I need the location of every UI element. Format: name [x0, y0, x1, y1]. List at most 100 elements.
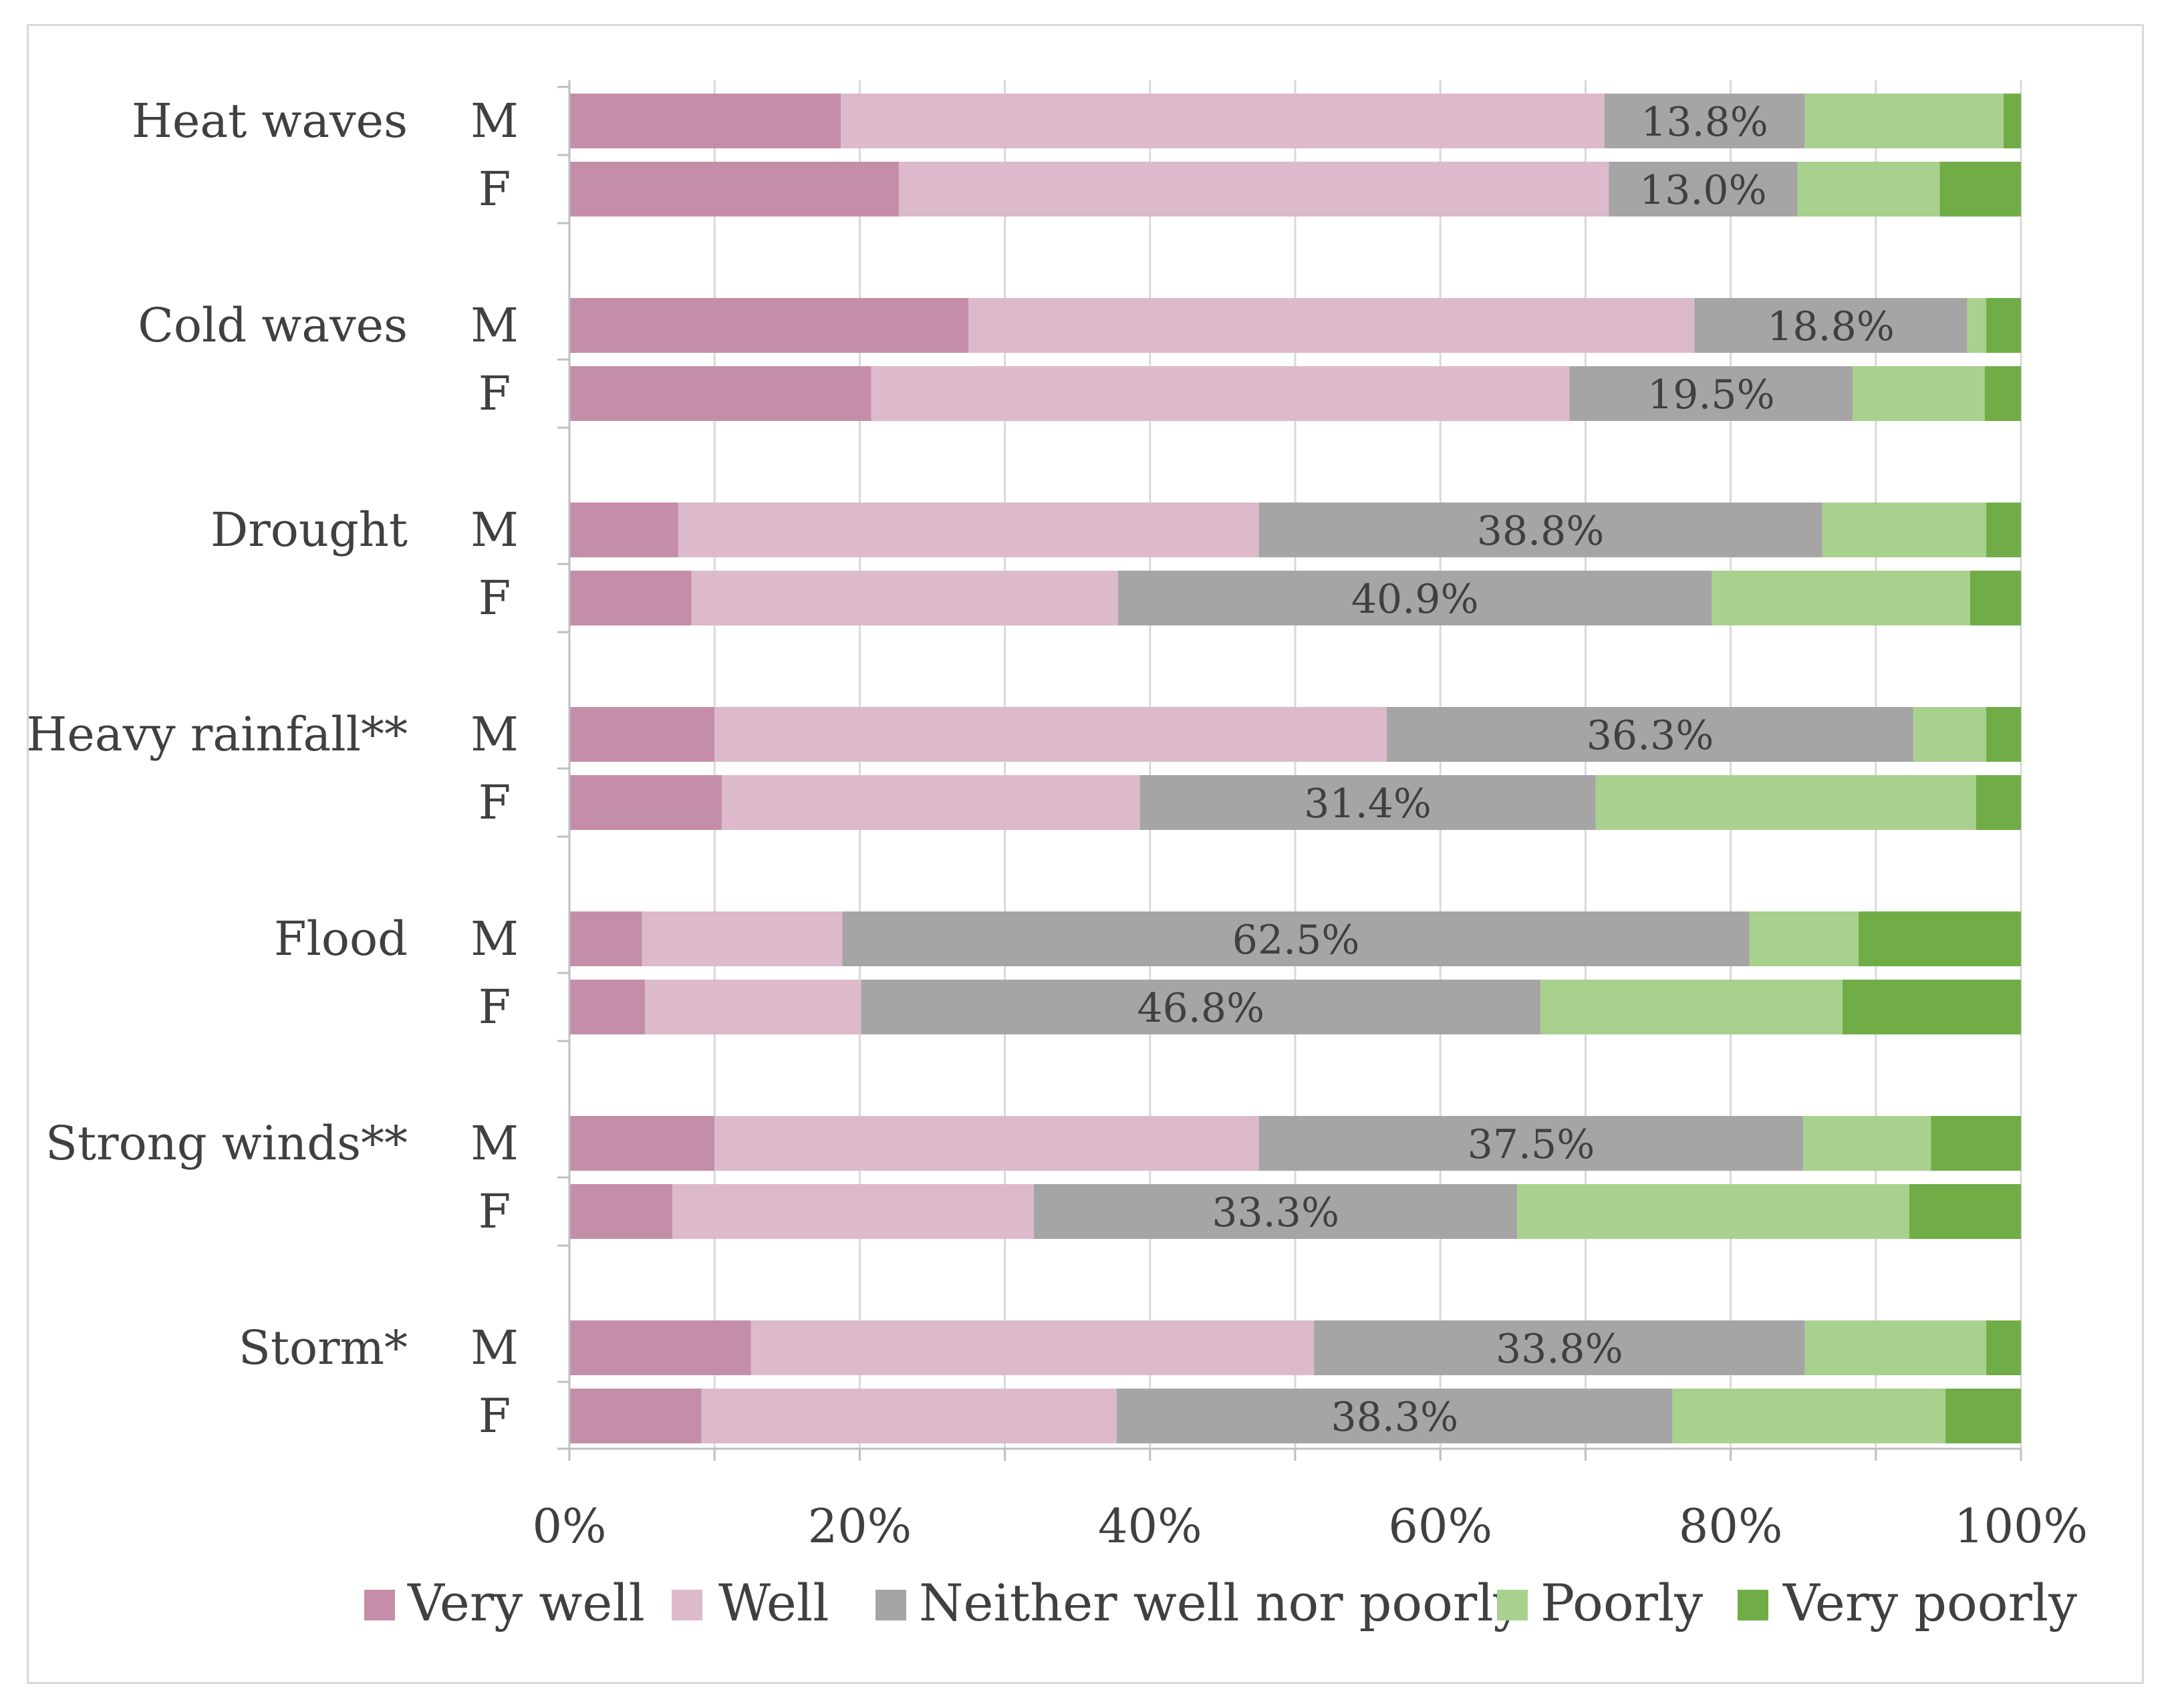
- data-label: 19.5%: [1647, 372, 1775, 418]
- sex-label: M: [470, 1320, 519, 1375]
- bar-segment-very-poorly: [1986, 503, 2021, 557]
- legend-swatch: [672, 1590, 702, 1620]
- bar-segment-very-well: [569, 1320, 751, 1375]
- bar-segment-neither-well-nor-poorly: [861, 980, 1541, 1034]
- sex-label: M: [470, 298, 519, 353]
- bar-segment-poorly: [1749, 911, 1859, 966]
- legend-label: Very well: [407, 1573, 645, 1632]
- x-tick-label: 0%: [532, 1499, 606, 1554]
- bar-segment-neither-well-nor-poorly: [1118, 571, 1712, 625]
- bar-segment-neither-well-nor-poorly: [1116, 1389, 1673, 1443]
- bar-segment-neither-well-nor-poorly: [1314, 1320, 1805, 1375]
- bar-segment-very-poorly: [1986, 1320, 2021, 1375]
- bar-segment-well: [899, 162, 1609, 217]
- legend-swatch: [364, 1590, 395, 1620]
- bar-segment-very-well: [569, 298, 969, 353]
- labels: 13.8% M 13.0% F Heat waves 18.8% M 19.5% F Cold w…: [26, 94, 1894, 1443]
- bar-segment-poorly: [1672, 1389, 1946, 1443]
- bar-segment-well: [871, 366, 1570, 421]
- legend-label: Very poorly: [1782, 1573, 2077, 1632]
- bar-segment-well: [714, 707, 1387, 762]
- bar-segment-very-well: [569, 366, 871, 421]
- bar-segment-neither-well-nor-poorly: [1258, 503, 1822, 557]
- category-label: Heavy rainfall**: [26, 707, 408, 762]
- legend-swatch: [875, 1590, 906, 1620]
- bar-segment-very-well: [569, 1389, 702, 1443]
- sex-label: M: [470, 1116, 519, 1171]
- x-tick-label: 80%: [1679, 1499, 1783, 1554]
- sex-label: F: [479, 775, 511, 830]
- sex-label: F: [479, 366, 511, 421]
- bar-segment-neither-well-nor-poorly: [1386, 707, 1914, 762]
- data-label: 13.0%: [1639, 167, 1767, 214]
- bar-segment-poorly: [1804, 1320, 1986, 1375]
- bar-segment-very-poorly: [1984, 366, 2021, 421]
- x-tick-label: 20%: [808, 1499, 912, 1554]
- axes: 0% 20% 40% 60% 80% 100%: [532, 80, 2088, 1554]
- bar-segment-well: [751, 1320, 1315, 1375]
- category-label: Heat waves: [132, 94, 408, 148]
- x-tick-label: 60%: [1388, 1499, 1492, 1554]
- bar-segment-very-poorly: [1945, 1389, 2021, 1443]
- sex-label: M: [470, 94, 519, 148]
- sex-label: M: [470, 911, 519, 966]
- data-label: 33.8%: [1496, 1326, 1623, 1373]
- bar-segment-very-well: [569, 571, 692, 625]
- bar-segment-well: [841, 94, 1605, 148]
- bar-segment-neither-well-nor-poorly: [1609, 162, 1798, 217]
- bar-segment-neither-well-nor-poorly: [1569, 366, 1853, 421]
- data-label: 40.9%: [1351, 576, 1479, 623]
- bar-segment-neither-well-nor-poorly: [842, 911, 1750, 966]
- legend-swatch: [1738, 1590, 1768, 1620]
- bar-segment-very-well: [569, 162, 900, 217]
- data-label: 18.8%: [1767, 303, 1895, 350]
- bar-segment-neither-well-nor-poorly: [1139, 775, 1596, 830]
- bar-segment-very-poorly: [1909, 1184, 2021, 1239]
- data-label: 36.3%: [1587, 712, 1714, 759]
- x-tick-label: 100%: [1954, 1499, 2088, 1554]
- legend-label: Well: [718, 1573, 829, 1632]
- category-label: Strong winds**: [45, 1116, 408, 1171]
- bar-segment-very-well: [569, 911, 642, 966]
- sex-label: F: [479, 571, 511, 625]
- category-label: Cold waves: [138, 298, 408, 353]
- sex-label: M: [470, 503, 519, 557]
- bar-segment-well: [722, 775, 1140, 830]
- bar-segment-very-well: [569, 503, 678, 557]
- data-label: 46.8%: [1137, 985, 1265, 1032]
- sex-label: M: [470, 707, 519, 762]
- bar-segment-poorly: [1913, 707, 1986, 762]
- sex-label: F: [479, 1184, 511, 1239]
- data-label: 38.8%: [1477, 508, 1605, 555]
- bar-segment-well: [644, 980, 861, 1034]
- bar-segment-very-poorly: [1931, 1116, 2021, 1171]
- bar-segment-poorly: [1540, 980, 1843, 1034]
- bar-segment-very-well: [569, 1184, 673, 1239]
- sex-label: F: [479, 1389, 511, 1443]
- bar-segment-very-poorly: [1939, 162, 2021, 217]
- bar-segment-poorly: [1853, 366, 1985, 421]
- bar-segment-very-poorly: [1976, 775, 2021, 830]
- bar-segment-neither-well-nor-poorly: [1034, 1184, 1518, 1239]
- bar-segment-very-well: [569, 94, 841, 148]
- data-label: 33.3%: [1212, 1189, 1339, 1236]
- category-label: Flood: [274, 911, 408, 966]
- legend: Very well Well Neither well nor poorly Poor…: [364, 1573, 2077, 1632]
- bar-segment-very-well: [569, 707, 715, 762]
- bar-segment-well: [691, 571, 1119, 625]
- bar-segment-well: [968, 298, 1695, 353]
- bar-segment-poorly: [1517, 1184, 1909, 1239]
- bar-segment-very-well: [569, 1116, 715, 1171]
- bar-segment-very-well: [569, 775, 722, 830]
- category-label: Storm*: [239, 1320, 408, 1375]
- x-tick-label: 40%: [1098, 1499, 1202, 1554]
- bar-segment-very-poorly: [1986, 298, 2021, 353]
- bar-segment-very-poorly: [1842, 980, 2021, 1034]
- bar-segment-poorly: [1797, 162, 1940, 217]
- bar-segment-very-poorly: [1970, 571, 2021, 625]
- bar-segment-well: [714, 1116, 1259, 1171]
- sex-label: F: [479, 980, 511, 1034]
- data-label: 13.8%: [1641, 99, 1768, 146]
- bar-segment-poorly: [1822, 503, 1986, 557]
